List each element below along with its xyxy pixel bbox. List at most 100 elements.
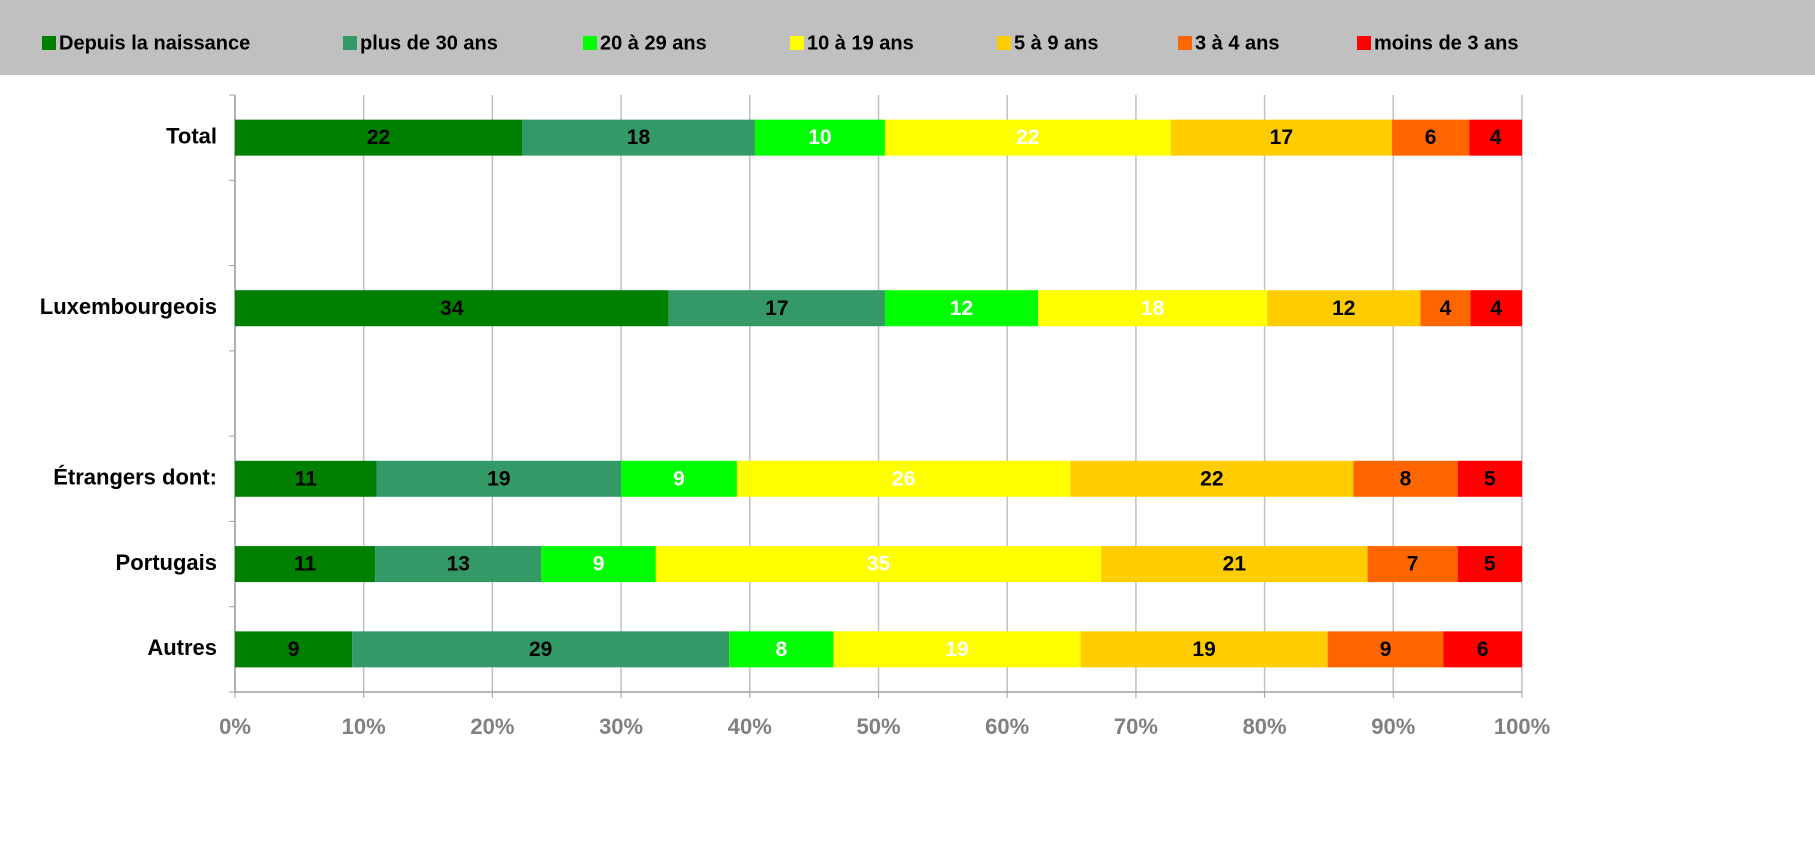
legend-swatch — [583, 36, 597, 50]
bar-segment — [736, 460, 1071, 497]
data-label: 4 — [1440, 297, 1452, 320]
x-tick-label: 10% — [342, 714, 386, 739]
data-label: 21 — [1223, 553, 1247, 576]
x-tick-label: 70% — [1114, 714, 1158, 739]
legend-swatch — [343, 36, 357, 50]
y-tick-label: Total — [166, 123, 217, 148]
y-tick-label: Autres — [147, 635, 217, 660]
data-label: 22 — [1200, 467, 1223, 490]
data-label: 9 — [593, 553, 605, 576]
x-tick-label: 30% — [599, 714, 643, 739]
y-tick-label: Portugais — [116, 550, 217, 575]
legend-label: 3 à 4 ans — [1195, 32, 1280, 54]
data-label: 9 — [1380, 638, 1392, 661]
data-label: 35 — [867, 553, 891, 576]
data-label: 9 — [673, 467, 685, 490]
legend-swatch — [1357, 36, 1371, 50]
bar-segment — [376, 460, 622, 497]
data-label: 12 — [950, 297, 973, 320]
data-label: 10 — [808, 126, 831, 149]
bar-segment — [1469, 119, 1522, 156]
legend-swatch — [790, 36, 804, 50]
bar-segment — [375, 546, 542, 583]
bar-segment — [1170, 119, 1393, 156]
data-label: 26 — [892, 467, 915, 490]
x-tick-label: 60% — [985, 714, 1029, 739]
bar-segment — [833, 631, 1081, 668]
bar-segment — [1457, 546, 1522, 583]
bar-segment — [235, 119, 523, 156]
data-label: 6 — [1425, 126, 1437, 149]
legend-swatch — [42, 36, 56, 50]
data-label: 18 — [1141, 297, 1165, 320]
data-label: 29 — [529, 638, 552, 661]
data-label: 17 — [765, 297, 788, 320]
bar-segment — [754, 119, 885, 156]
bar-segment — [1038, 290, 1268, 327]
data-label: 5 — [1484, 467, 1496, 490]
bar-segment — [235, 290, 669, 327]
data-label: 17 — [1270, 126, 1293, 149]
bar-segment — [1367, 546, 1458, 583]
x-tick-label: 50% — [856, 714, 900, 739]
bar-segment — [1327, 631, 1444, 668]
bar-segment — [655, 546, 1102, 583]
data-label: 19 — [487, 467, 510, 490]
legend-swatch — [1178, 36, 1192, 50]
data-label: 18 — [627, 126, 651, 149]
data-label: 6 — [1477, 638, 1489, 661]
data-label: 12 — [1332, 297, 1355, 320]
legend-label: moins de 3 ans — [1374, 32, 1519, 54]
legend-label: plus de 30 ans — [360, 32, 498, 54]
bar-segment — [1457, 460, 1522, 497]
data-label: 4 — [1490, 126, 1502, 149]
legend-label: 20 à 29 ans — [600, 32, 707, 54]
legend-swatch — [997, 36, 1011, 50]
data-label: 22 — [1016, 126, 1039, 149]
data-label: 13 — [447, 553, 470, 576]
data-label: 5 — [1484, 553, 1496, 576]
bar-segment — [352, 631, 730, 668]
data-label: 9 — [288, 638, 300, 661]
data-label: 7 — [1407, 553, 1419, 576]
data-label: 8 — [1400, 467, 1412, 490]
data-label: 19 — [945, 638, 968, 661]
bar-segment — [1101, 546, 1368, 583]
bar-segment — [1070, 460, 1354, 497]
x-tick-label: 20% — [470, 714, 514, 739]
bar-segment — [235, 631, 353, 668]
x-tick-label: 90% — [1371, 714, 1415, 739]
bar-segment — [1443, 631, 1522, 668]
bar-segment — [1420, 290, 1471, 327]
x-tick-label: 40% — [728, 714, 772, 739]
data-label: 11 — [294, 553, 317, 576]
legend-background — [0, 0, 1815, 75]
bar-segment — [235, 460, 377, 497]
data-label: 22 — [367, 126, 390, 149]
data-label: 34 — [440, 297, 464, 320]
legend-label: 10 à 19 ans — [807, 32, 914, 54]
x-tick-label: 80% — [1243, 714, 1287, 739]
data-label: 4 — [1490, 297, 1502, 320]
x-tick-label: 0% — [219, 714, 251, 739]
y-tick-label: Étrangers dont: — [53, 465, 217, 490]
x-tick-label: 100% — [1494, 714, 1550, 739]
bar-segment — [1267, 290, 1421, 327]
bar-segment — [235, 546, 376, 583]
bar-segment — [729, 631, 834, 668]
bar-segment — [541, 546, 656, 583]
data-label: 8 — [775, 638, 787, 661]
bar-segment — [1470, 290, 1522, 327]
data-label: 19 — [1192, 638, 1215, 661]
bar-segment — [884, 290, 1039, 327]
bar-segment — [1392, 119, 1470, 156]
bar-segment — [884, 119, 1171, 156]
data-label: 11 — [295, 467, 318, 490]
bar-segment — [1353, 460, 1458, 497]
bar-segment — [668, 290, 885, 327]
y-tick-label: Luxembourgeois — [40, 294, 217, 319]
bar-segment — [1080, 631, 1328, 668]
legend-label: Depuis la naissance — [59, 32, 250, 54]
legend-label: 5 à 9 ans — [1014, 32, 1099, 54]
